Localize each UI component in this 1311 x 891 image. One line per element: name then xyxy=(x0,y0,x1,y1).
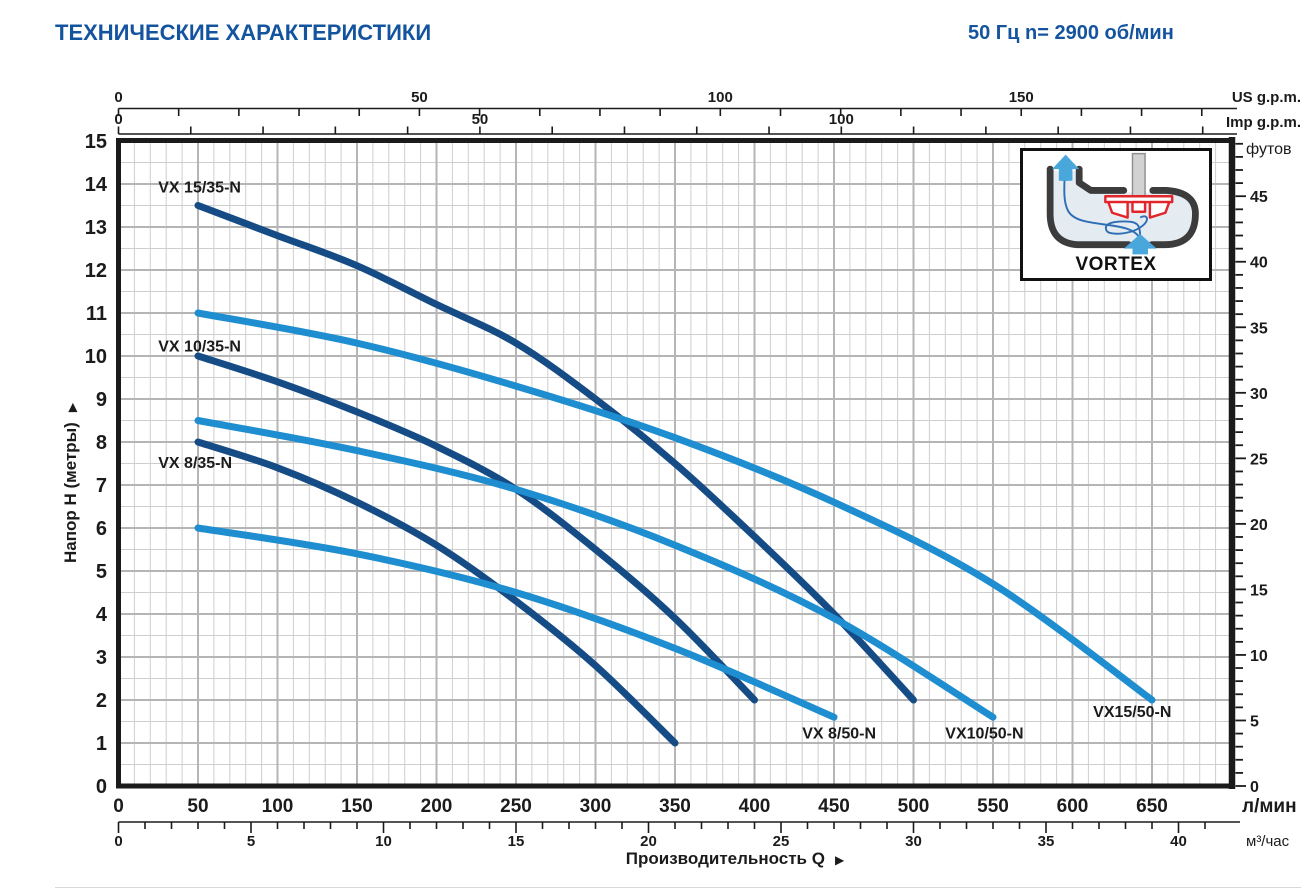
m3h-tick-label: 25 xyxy=(773,833,790,850)
feet-tick-label: 10 xyxy=(1250,648,1268,665)
m3h-tick-label: 0 xyxy=(114,833,122,850)
y-axis-title: Напор H (метры)▶ xyxy=(61,402,80,563)
meters-tick-label: 5 xyxy=(96,561,107,583)
impgpm-tick-label: 0 xyxy=(114,111,122,128)
feet-unit-label: футов xyxy=(1246,141,1292,158)
curve-label: VX 8/50-N xyxy=(802,726,876,743)
flow-streamline xyxy=(1063,172,1148,241)
meters-tick-label: 7 xyxy=(96,475,107,497)
m3h-tick-label: 30 xyxy=(905,833,922,850)
curve-vx15-50-n xyxy=(194,309,1156,704)
usgpm-tick-label: 50 xyxy=(411,89,428,106)
frequency-label: 50 Гц n= 2900 об/мин xyxy=(968,22,1174,44)
meters-tick-label: 14 xyxy=(85,174,108,196)
curve-label: VX 10/35-N xyxy=(158,339,241,356)
vortex-impeller-icon xyxy=(1104,195,1174,219)
curve-label: VX15/50-N xyxy=(1093,704,1171,721)
impgpm-tick-label: 50 xyxy=(472,111,489,128)
meters-tick-label: 9 xyxy=(96,389,107,411)
m3h-tick-label: 20 xyxy=(640,833,657,850)
feet-tick-label: 15 xyxy=(1250,582,1268,599)
x-axis-title: Производительность Q ▶ xyxy=(626,849,845,868)
lpm-tick-label: 250 xyxy=(500,796,532,817)
outlet-arrow-up-icon xyxy=(1052,154,1080,181)
m3h-unit-label: м³/час xyxy=(1246,833,1290,850)
feet-tick-label: 25 xyxy=(1250,451,1268,468)
meters-tick-label: 10 xyxy=(85,346,107,368)
lpm-tick-label: 50 xyxy=(187,796,208,817)
meters-tick-label: 4 xyxy=(96,604,108,626)
usgpm-tick-label: 150 xyxy=(1009,89,1034,106)
meters-tick-label: 0 xyxy=(96,776,107,798)
m3h-tick-label: 5 xyxy=(247,833,255,850)
usgpm-unit-label: US g.p.m. xyxy=(1232,89,1301,106)
meters-tick-label: 12 xyxy=(85,260,107,282)
feet-tick-label: 5 xyxy=(1250,713,1259,730)
pump-shaft xyxy=(1131,152,1146,199)
lpm-tick-label: 150 xyxy=(341,796,373,817)
meters-tick-label: 2 xyxy=(96,690,107,712)
curve-label: VX10/50-N xyxy=(945,726,1023,743)
lpm-tick-label: 600 xyxy=(1057,796,1089,817)
usgpm-tick-label: 0 xyxy=(114,89,122,106)
lpm-tick-label: 650 xyxy=(1136,796,1168,817)
inlet-arrow-up-icon xyxy=(1123,234,1157,255)
lpm-tick-label: 100 xyxy=(262,796,294,817)
lpm-unit-label: л/мин xyxy=(1242,796,1297,817)
vortex-caption: VORTEX xyxy=(1075,254,1157,275)
feet-tick-label: 30 xyxy=(1250,386,1268,403)
impgpm-tick-label: 100 xyxy=(829,111,854,128)
m3h-tick-label: 35 xyxy=(1038,833,1055,850)
meters-tick-label: 15 xyxy=(85,131,107,153)
meters-tick-label: 1 xyxy=(96,733,107,755)
curve-label: VX 15/35-N xyxy=(158,180,241,197)
curve-label: VX 8/35-N xyxy=(158,455,232,472)
meters-tick-label: 11 xyxy=(86,303,107,325)
vortex-pump-diagram xyxy=(1046,152,1199,255)
impgpm-unit-label: Imp g.p.m. xyxy=(1226,114,1301,131)
footer-divider xyxy=(55,887,1301,888)
feet-tick-label: 35 xyxy=(1250,320,1268,337)
meters-tick-label: 13 xyxy=(85,217,107,239)
meters-tick-label: 6 xyxy=(96,518,107,540)
lpm-tick-label: 300 xyxy=(580,796,612,817)
curve-vx-8-50-n xyxy=(194,524,838,721)
meters-tick-label: 3 xyxy=(96,647,107,669)
m3h-tick-label: 10 xyxy=(375,833,392,850)
feet-tick-label: 45 xyxy=(1250,189,1268,206)
lpm-tick-label: 400 xyxy=(739,796,771,817)
lpm-tick-label: 550 xyxy=(977,796,1009,817)
feet-tick-label: 20 xyxy=(1250,517,1268,534)
curve-vx-15-35-n xyxy=(194,202,917,704)
page-title: ТЕХНИЧЕСКИЕ ХАРАКТЕРИСТИКИ xyxy=(55,20,432,45)
lpm-tick-label: 450 xyxy=(818,796,850,817)
lpm-tick-label: 350 xyxy=(659,796,691,817)
m3h-tick-label: 15 xyxy=(508,833,525,850)
meters-tick-label: 8 xyxy=(96,432,107,454)
lpm-tick-label: 200 xyxy=(421,796,453,817)
pump-casing xyxy=(1046,165,1199,249)
feet-tick-label: 40 xyxy=(1250,255,1268,272)
vortex-inset: VORTEX xyxy=(1020,148,1212,281)
lpm-tick-label: 500 xyxy=(898,796,930,817)
lpm-tick-label: 0 xyxy=(113,796,124,817)
curve-vx-8-35-n xyxy=(194,438,679,747)
curve-vx-10-35-n xyxy=(194,352,758,704)
feet-tick-label: 0 xyxy=(1250,779,1259,796)
usgpm-tick-label: 100 xyxy=(708,89,733,106)
m3h-tick-label: 40 xyxy=(1170,833,1187,850)
curve-vx10-50-n xyxy=(194,417,997,721)
